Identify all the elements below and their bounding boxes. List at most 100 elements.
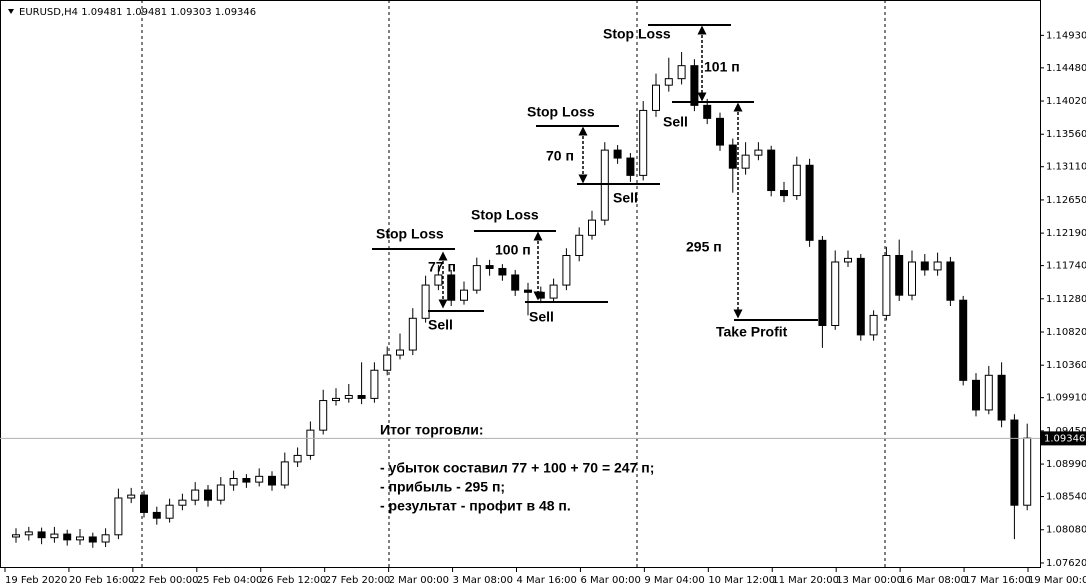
candle-body — [703, 104, 712, 119]
candle-body — [498, 267, 507, 276]
candle-body — [818, 239, 827, 326]
candle-body — [140, 494, 148, 513]
x-tick-label: 26 Feb 12:00 — [261, 575, 327, 586]
candle-body — [255, 475, 264, 483]
candle-body — [588, 219, 596, 236]
candle-body — [396, 349, 404, 356]
candle-body — [933, 261, 942, 271]
plot-frame — [0, 0, 1041, 568]
candle-body — [741, 154, 750, 169]
annotation: Sell — [428, 317, 453, 333]
candle-body — [831, 261, 840, 326]
candle-body — [844, 257, 852, 263]
y-tick-label: 1.14020 — [1046, 96, 1086, 107]
candle-body — [908, 261, 916, 296]
candle-body — [88, 536, 97, 543]
candle-body — [524, 289, 532, 293]
candle-body — [357, 395, 366, 399]
candle-body — [728, 144, 737, 169]
candle-body — [216, 484, 225, 501]
candle-body — [1010, 419, 1019, 506]
x-tick-label: 22 Feb 00:00 — [133, 575, 199, 586]
candle-body — [856, 257, 865, 336]
candle-body — [332, 397, 340, 402]
annotation: 77 п — [428, 259, 456, 275]
candle-body — [50, 533, 59, 539]
candle-body — [472, 265, 481, 291]
annotation: Stop Loss — [527, 104, 595, 120]
candle-body — [24, 531, 33, 536]
annotation: Sell — [613, 190, 638, 206]
summary-line: - убыток составил 77 + 100 + 70 = 247 п; — [380, 460, 654, 476]
candle-body — [780, 190, 788, 197]
candle-body — [63, 533, 72, 541]
candle-body — [677, 65, 686, 80]
candle-body — [1023, 437, 1032, 506]
candle-body — [152, 511, 161, 519]
candle-body — [805, 164, 814, 241]
x-tick-label: 19 Mar 00:00 — [1028, 575, 1086, 586]
annotation: Take Profit — [716, 324, 788, 340]
y-tick-label: 1.07620 — [1046, 558, 1086, 569]
x-tick-label: 27 Feb 20:00 — [325, 575, 391, 586]
annotation: Stop Loss — [471, 207, 539, 223]
y-tick-label: 1.08990 — [1046, 459, 1086, 470]
candle-body — [600, 149, 609, 221]
candle-body — [626, 157, 635, 176]
menu-triangle — [8, 9, 14, 14]
candle-body — [754, 149, 763, 156]
candle-body — [127, 494, 136, 499]
candle-body — [447, 274, 456, 301]
annotation: 70 п — [546, 148, 574, 164]
summary-line: - прибыль - 295 п; — [380, 479, 505, 495]
y-tick-label: 1.14930 — [1046, 30, 1086, 41]
candle-body — [664, 78, 673, 86]
candle-body — [293, 454, 302, 463]
candles — [12, 51, 1032, 548]
price-label: 1.09346 — [1044, 433, 1085, 444]
x-tick-label: 6 Mar 00:00 — [580, 575, 640, 586]
x-tick-label: 11 Mar 20:00 — [772, 575, 839, 586]
candle-body — [370, 369, 379, 399]
y-tick-label: 1.08540 — [1046, 492, 1086, 503]
x-tick-label: 3 Mar 08:00 — [453, 575, 513, 586]
annotation: 101 п — [704, 59, 740, 75]
candle-body — [882, 254, 891, 316]
y-tick-label: 1.08080 — [1046, 525, 1086, 536]
x-tick-label: 10 Mar 12:00 — [708, 575, 775, 586]
chart-header: EURUSD,H4 1.09481 1.09481 1.09303 1.0934… — [19, 7, 256, 18]
candle-body — [562, 254, 571, 286]
candle-body — [613, 149, 622, 159]
y-tick-label: 1.09450 — [1046, 426, 1086, 437]
annotation: Sell — [663, 114, 688, 130]
annotation: 100 п — [495, 242, 531, 258]
candle-body — [549, 284, 558, 299]
y-tick-label: 1.12190 — [1046, 228, 1086, 239]
candle-body — [434, 274, 443, 286]
x-tick-label: 25 Feb 04:00 — [197, 575, 263, 586]
candle-body — [946, 261, 955, 301]
candle-body — [101, 534, 110, 543]
x-tick-label: 13 Mar 00:00 — [836, 575, 903, 586]
annotation: Stop Loss — [376, 226, 444, 242]
candle-body — [652, 84, 660, 111]
summary-line: - результат - профит в 48 п. — [380, 498, 571, 514]
summary-line: Итог торговли: — [380, 422, 484, 438]
x-tick-label: 9 Mar 04:00 — [644, 575, 704, 586]
candle-body — [485, 265, 494, 269]
candle-body — [895, 254, 904, 296]
y-tick-label: 1.14480 — [1046, 63, 1086, 74]
candle-body — [575, 234, 584, 256]
candle-body — [229, 478, 238, 486]
price-label-box — [1041, 431, 1086, 446]
candle-body — [268, 475, 276, 486]
candle-body — [383, 354, 392, 371]
candle-body — [191, 489, 200, 501]
candle-body — [639, 109, 648, 176]
x-tick-label: 2 Mar 00:00 — [389, 575, 449, 586]
y-tick-label: 1.13560 — [1046, 129, 1086, 140]
annotation: 295 п — [686, 239, 722, 255]
candle-body — [767, 149, 776, 192]
candle-body — [920, 261, 929, 271]
